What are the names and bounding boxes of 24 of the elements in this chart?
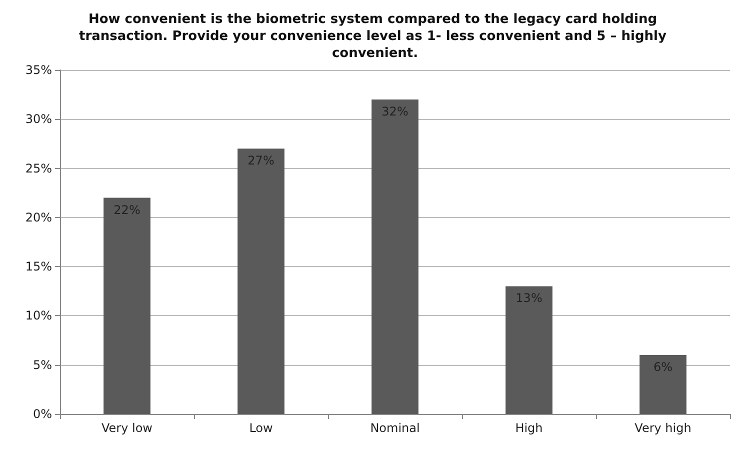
bar <box>640 355 686 414</box>
y-tick-label: 15% <box>25 260 52 274</box>
data-label: 32% <box>382 104 408 118</box>
x-tick-label: Very low <box>102 421 153 435</box>
y-tick-label: 35% <box>25 63 52 77</box>
chart-title: How convenient is the biometric system compared to the legacy card holding transaction. Provide your convenience level as 1- less convenient and 5 – highly convenient. <box>79 12 671 61</box>
bar <box>104 198 150 414</box>
y-tick-label: 20% <box>25 210 52 224</box>
x-tick-label: High <box>515 421 543 435</box>
x-tick-label: Nominal <box>370 421 420 435</box>
data-label: 22% <box>114 202 140 217</box>
data-label: 27% <box>248 154 274 168</box>
y-tick-label: 10% <box>25 308 52 323</box>
data-label: 6% <box>653 360 673 374</box>
bar <box>372 99 418 414</box>
bar <box>506 286 552 414</box>
data-label: 13% <box>516 291 542 306</box>
x-tick-label: Very high <box>634 421 692 435</box>
x-tick-label: Low <box>249 421 273 435</box>
y-tick-label: 25% <box>25 161 52 176</box>
y-tick-label: 30% <box>25 112 52 126</box>
y-tick-label: 0% <box>32 407 52 421</box>
y-tick-label: 5% <box>32 358 52 372</box>
bar <box>238 148 284 414</box>
